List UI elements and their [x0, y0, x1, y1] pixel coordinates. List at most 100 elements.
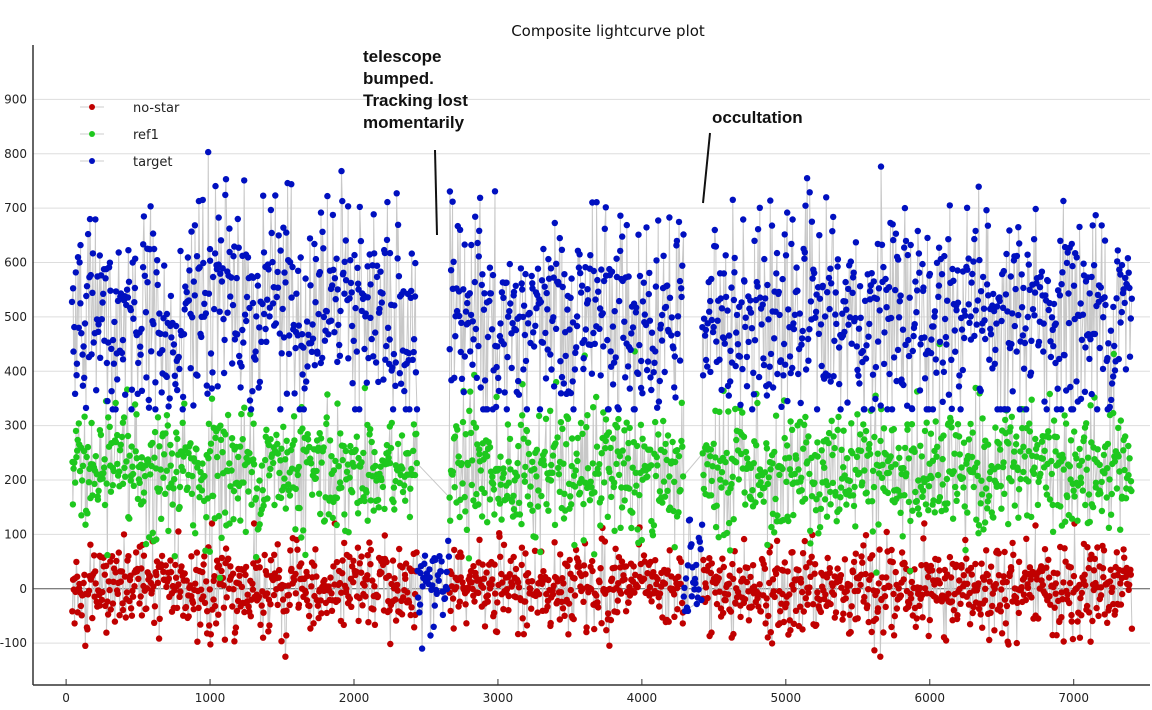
- data-point: [544, 346, 551, 353]
- data-point: [371, 448, 378, 456]
- data-point: [676, 357, 684, 364]
- data-point: [779, 516, 787, 524]
- data-point: [964, 580, 971, 587]
- data-point: [277, 494, 285, 502]
- data-point: [150, 245, 158, 253]
- data-point: [591, 625, 598, 633]
- data-point: [833, 320, 840, 328]
- data-point: [83, 453, 90, 461]
- data-point: [356, 594, 363, 602]
- data-point: [934, 471, 942, 479]
- y-tick-label: 900: [4, 92, 27, 106]
- data-point: [262, 456, 269, 464]
- data-point: [873, 295, 881, 302]
- data-point: [373, 273, 381, 281]
- legend-label: no-star: [133, 101, 180, 116]
- data-point: [708, 477, 715, 485]
- data-point: [664, 432, 672, 439]
- data-point: [934, 443, 941, 450]
- data-point: [1047, 353, 1055, 361]
- data-point: [765, 474, 772, 481]
- data-point: [396, 545, 403, 553]
- data-point: [801, 421, 808, 428]
- data-point: [234, 331, 241, 338]
- data-point: [298, 560, 305, 567]
- data-point: [580, 500, 587, 508]
- data-point: [784, 397, 791, 405]
- data-point: [537, 298, 545, 306]
- data-point: [1012, 285, 1019, 293]
- data-point: [559, 605, 567, 612]
- data-point: [181, 400, 188, 407]
- data-point: [1092, 212, 1099, 219]
- data-point: [371, 250, 378, 257]
- data-point: [895, 444, 902, 452]
- data-point: [275, 232, 282, 239]
- data-point: [850, 269, 857, 276]
- data-point: [905, 455, 913, 462]
- data-points: [68, 148, 1136, 660]
- data-point: [921, 585, 929, 592]
- data-point: [798, 335, 806, 342]
- data-point: [95, 487, 102, 494]
- data-point: [607, 348, 614, 355]
- data-point: [771, 335, 778, 342]
- data-point: [147, 203, 154, 210]
- data-point: [521, 331, 529, 339]
- data-point: [85, 479, 93, 486]
- data-point: [512, 282, 519, 289]
- data-point: [1085, 491, 1093, 498]
- data-point: [367, 426, 374, 433]
- data-point: [880, 360, 888, 368]
- data-point: [211, 305, 218, 313]
- data-point: [464, 461, 472, 469]
- data-point: [138, 387, 146, 394]
- data-point: [167, 292, 175, 300]
- data-point: [816, 295, 824, 302]
- data-point: [1037, 470, 1044, 478]
- data-point: [714, 317, 721, 324]
- data-point: [189, 472, 196, 480]
- data-point: [783, 600, 790, 607]
- data-point: [654, 462, 661, 469]
- data-point: [910, 332, 917, 340]
- data-point: [456, 312, 463, 320]
- data-point: [174, 435, 181, 443]
- data-point: [384, 324, 392, 331]
- data-point: [878, 474, 886, 481]
- data-point: [564, 306, 571, 313]
- data-point: [948, 405, 955, 412]
- data-point: [451, 433, 459, 440]
- x-tick-label: 5000: [771, 691, 802, 705]
- data-point: [782, 252, 790, 259]
- x-tick-label: 6000: [914, 691, 945, 705]
- data-point: [836, 380, 843, 388]
- data-point: [151, 428, 159, 436]
- data-point: [634, 583, 641, 590]
- data-point: [306, 602, 313, 609]
- data-point: [105, 414, 112, 421]
- data-point: [870, 278, 877, 285]
- data-point: [636, 491, 643, 499]
- data-point: [720, 563, 727, 571]
- data-point: [467, 388, 474, 395]
- data-point: [702, 356, 710, 364]
- data-point: [217, 270, 224, 277]
- data-point: [412, 259, 419, 267]
- data-point: [940, 368, 948, 376]
- data-point: [89, 289, 96, 296]
- data-point: [973, 321, 980, 328]
- data-point: [658, 337, 666, 344]
- data-point: [716, 588, 723, 595]
- data-point: [486, 496, 494, 503]
- data-point: [671, 353, 678, 360]
- data-point: [935, 293, 942, 300]
- data-point: [608, 493, 615, 501]
- data-point: [172, 574, 180, 581]
- data-point: [779, 465, 786, 473]
- data-point: [799, 588, 806, 596]
- data-point: [640, 575, 648, 582]
- data-point: [750, 369, 757, 376]
- data-point: [913, 287, 921, 294]
- data-point: [640, 279, 647, 286]
